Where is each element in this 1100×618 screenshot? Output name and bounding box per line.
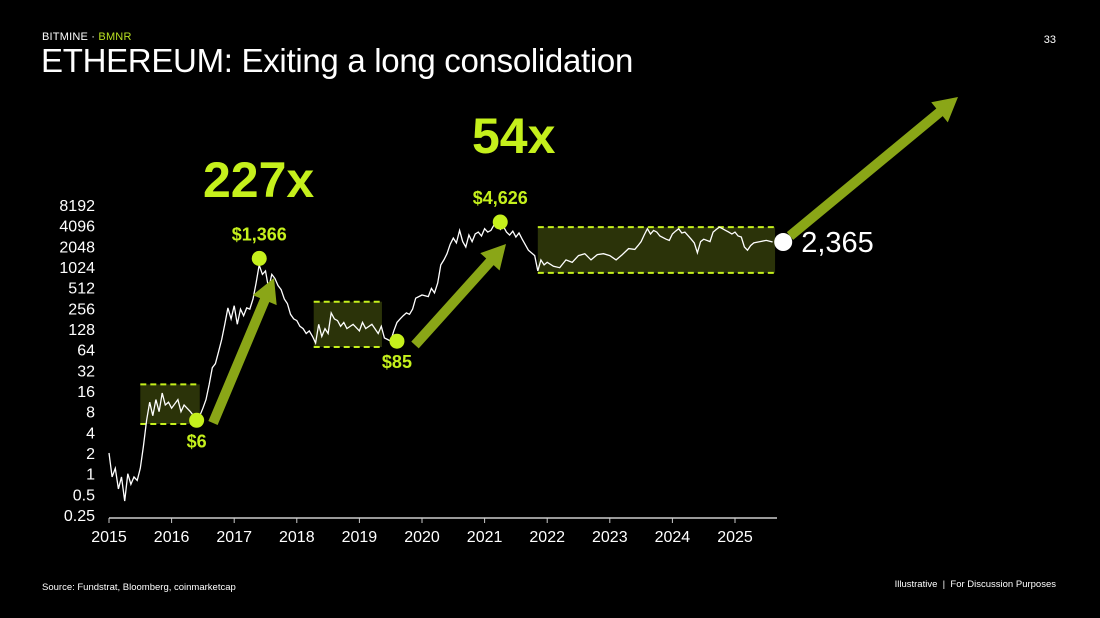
disclaimer: Illustrative | For Discussion Purposes: [894, 579, 1056, 590]
x-tick-label: 2023: [592, 529, 628, 546]
x-tick-label: 2019: [342, 529, 378, 546]
brand-separator: ·: [88, 31, 99, 43]
arrow-3: [786, 97, 958, 240]
brand-label: BITMINE · BMNR: [42, 31, 132, 43]
multiple-54x: 54x: [472, 108, 556, 164]
annotations: $6 $1,366 $85 $4,626 2,365: [187, 188, 874, 451]
peak-trough-dot: [189, 412, 205, 428]
y-tick-label: 4096: [59, 219, 95, 236]
y-axis: 8192 4096 2048 1024 512 256 128 64 32 16 8 4 2 1 0.5 0.…: [59, 198, 95, 525]
x-tick-label: 2017: [216, 529, 252, 546]
current-price-dot: [774, 233, 793, 252]
y-tick-label: 1024: [59, 260, 95, 277]
x-axis: 2015 2016 2017 2018 2019 2020 2021 2022 2023 2024…: [91, 517, 777, 546]
consolidation-boxes: [140, 226, 776, 425]
trend-arrows: [208, 97, 958, 425]
x-tick-label: 2022: [529, 529, 565, 546]
consolidation-box: [537, 227, 776, 273]
y-tick-label: 8192: [59, 198, 95, 215]
price-line: [108, 223, 773, 502]
slide-title: ETHEREUM: Exiting a long consolidation: [41, 42, 634, 79]
x-tick-label: 2016: [154, 529, 190, 546]
current-price-label: 2,365: [801, 227, 874, 259]
arrow-1: [208, 278, 277, 425]
peak-trough-dot: [389, 333, 405, 349]
y-tick-label: 512: [68, 281, 95, 298]
page-number: 33: [1043, 34, 1056, 46]
x-tick-label: 2015: [91, 529, 127, 546]
y-tick-label: 8: [86, 405, 95, 422]
price-label: $85: [382, 352, 412, 372]
multiple-227x: 227x: [203, 152, 314, 208]
peak-trough-dot: [251, 250, 267, 266]
y-tick-label: 0.5: [73, 487, 95, 504]
y-tick-label: 4: [86, 425, 95, 442]
source-note: Source: Fundstrat, Bloomberg, coinmarket…: [42, 582, 236, 593]
y-tick-label: 128: [68, 322, 95, 339]
price-label: $6: [187, 431, 207, 451]
y-tick-label: 2: [86, 446, 95, 463]
consolidation-box: [313, 301, 382, 348]
x-tick-label: 2025: [717, 529, 753, 546]
x-tick-label: 2024: [655, 529, 691, 546]
x-tick-label: 2020: [404, 529, 440, 546]
y-tick-label: 32: [77, 363, 95, 380]
brand-name: BITMINE: [42, 31, 89, 43]
y-tick-label: 1: [86, 467, 95, 484]
y-tick-label: 0.25: [64, 508, 95, 525]
x-tick-label: 2018: [279, 529, 315, 546]
y-tick-label: 16: [77, 384, 95, 401]
arrow-2: [411, 244, 506, 349]
y-tick-label: 64: [77, 343, 95, 360]
x-tick-label: 2021: [467, 529, 503, 546]
brand-ticker: BMNR: [98, 31, 132, 43]
price-label: $4,626: [473, 188, 528, 208]
peak-trough-dot: [492, 214, 508, 230]
price-label: $1,366: [232, 224, 287, 244]
y-tick-label: 2048: [59, 239, 95, 256]
y-tick-label: 256: [68, 301, 95, 318]
